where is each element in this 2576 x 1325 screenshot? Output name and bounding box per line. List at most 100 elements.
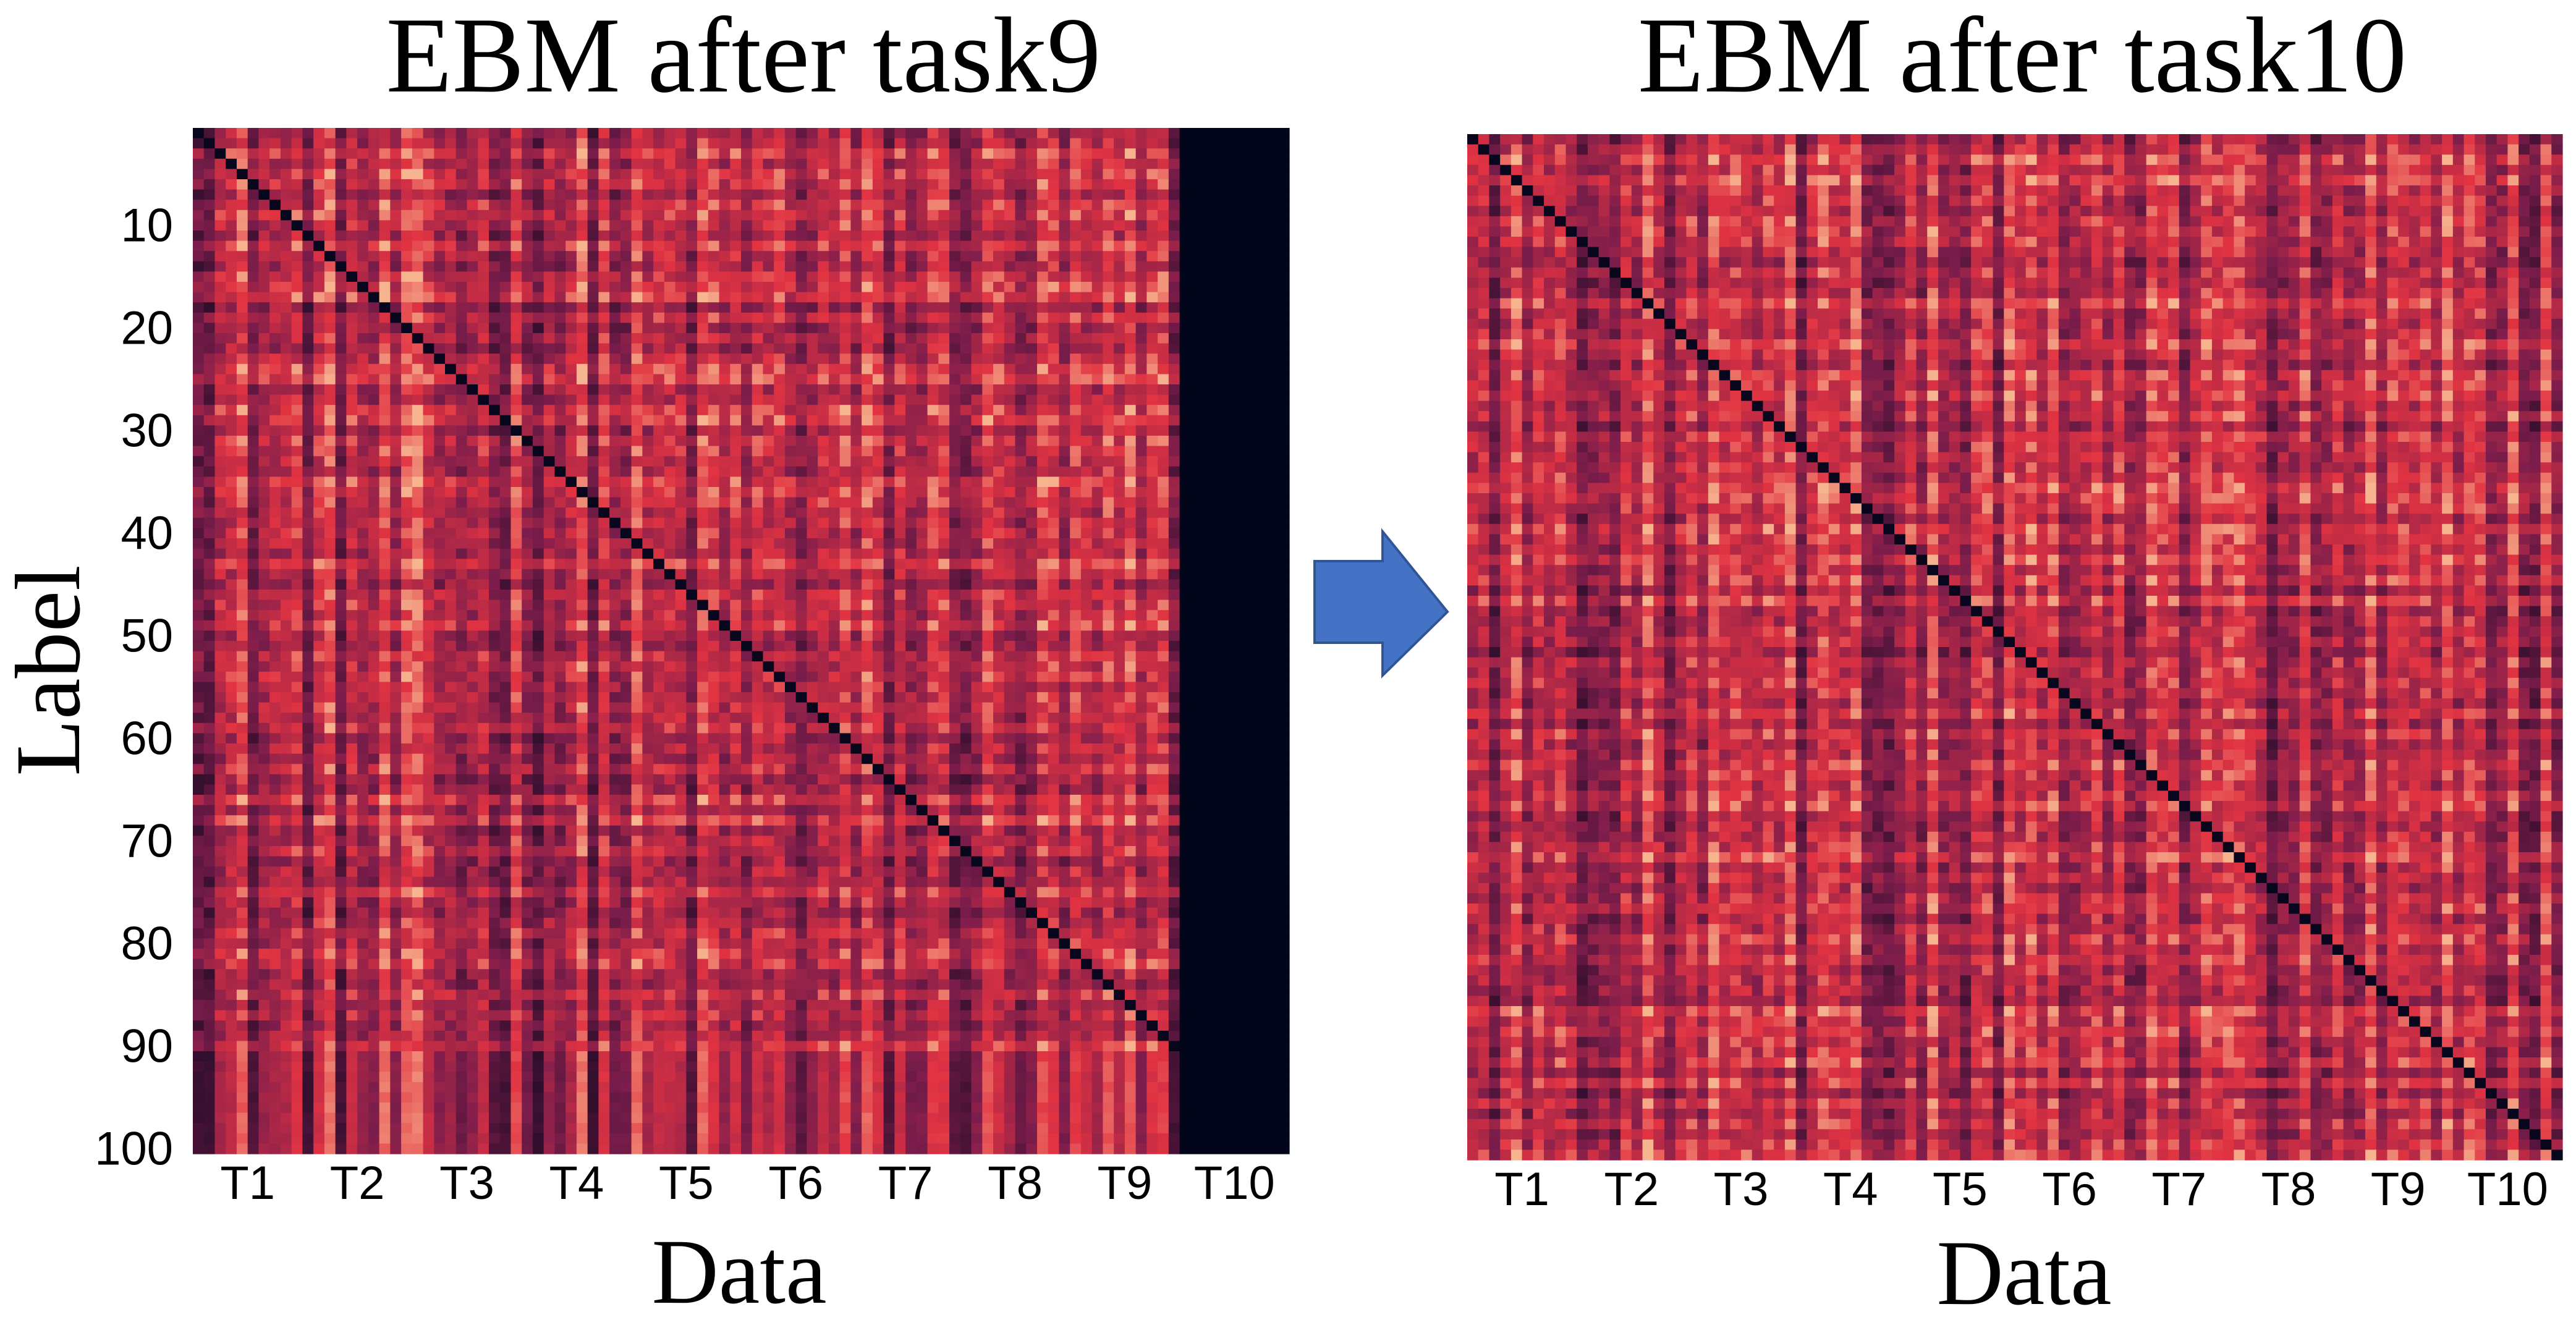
heatmap-cell — [1224, 436, 1235, 446]
heatmap-cell — [1092, 487, 1103, 497]
heatmap-cell — [302, 148, 313, 159]
heatmap-cell — [1190, 169, 1201, 179]
heatmap-cell — [434, 384, 445, 395]
heatmap-cell — [905, 538, 917, 549]
heatmap-cell — [1136, 313, 1147, 323]
heatmap-cell — [917, 261, 928, 272]
heatmap-cell — [850, 179, 862, 190]
heatmap-cell — [368, 292, 379, 303]
heatmap-cell — [1092, 446, 1103, 457]
heatmap-cell — [928, 190, 939, 200]
heatmap-cell — [796, 251, 807, 261]
heatmap-cell — [478, 313, 489, 323]
heatmap-cell — [1190, 231, 1201, 241]
heatmap-cell — [598, 507, 609, 518]
heatmap-cell — [1169, 528, 1180, 538]
heatmap-cell — [1026, 518, 1037, 528]
heatmap-cell — [752, 220, 763, 231]
heatmap-cell — [456, 425, 467, 436]
heatmap-cell — [357, 261, 368, 272]
heatmap-cell — [401, 620, 412, 631]
heatmap-cell — [269, 241, 281, 252]
heatmap-cell — [1278, 353, 1289, 364]
heatmap-cell — [598, 549, 609, 559]
heatmap-cell — [544, 384, 555, 395]
heatmap-cell — [1092, 405, 1103, 415]
heatmap-cell — [730, 518, 741, 528]
heatmap-cell — [1158, 630, 1169, 641]
heatmap-cell — [258, 507, 269, 518]
heatmap-cell — [664, 549, 676, 559]
heatmap-cell — [993, 487, 1004, 497]
heatmap-cell — [445, 220, 456, 231]
heatmap-cell — [829, 395, 840, 405]
heatmap-cell — [1224, 353, 1235, 364]
heatmap-cell — [862, 271, 873, 282]
heatmap-cell — [1125, 538, 1136, 549]
heatmap-cell — [686, 507, 697, 518]
heatmap-cell — [1059, 364, 1070, 375]
heatmap-cell — [1180, 148, 1191, 159]
heatmap-cell — [598, 231, 609, 241]
heatmap-cell — [313, 148, 324, 159]
heatmap-cell — [1278, 323, 1289, 333]
heatmap-cell — [467, 569, 478, 580]
heatmap-cell — [1256, 353, 1268, 364]
heatmap-cell — [390, 538, 401, 549]
heatmap-cell — [850, 620, 862, 631]
heatmap-cell — [1190, 569, 1201, 580]
heatmap-cell — [972, 210, 983, 221]
heatmap-cell — [949, 630, 960, 641]
heatmap-cell — [884, 528, 895, 538]
heatmap-cell — [1004, 231, 1015, 241]
heatmap-cell — [434, 620, 445, 631]
heatmap-cell — [1224, 569, 1235, 580]
heatmap-cell — [1256, 549, 1268, 559]
heatmap-cell — [982, 610, 993, 620]
heatmap-cell — [621, 579, 632, 590]
heatmap-cell — [894, 507, 905, 518]
heatmap-cell — [1245, 415, 1256, 426]
heatmap-cell — [533, 344, 544, 354]
heatmap-cell — [588, 231, 599, 241]
heatmap-cell — [1037, 590, 1048, 600]
heatmap-cell — [302, 415, 313, 426]
heatmap-cell — [434, 282, 445, 292]
heatmap-cell — [1125, 323, 1136, 333]
heatmap-cell — [697, 630, 708, 641]
heatmap-cell — [1146, 620, 1158, 631]
heatmap-cell — [1103, 436, 1114, 446]
heatmap-cell — [1103, 446, 1114, 457]
heatmap-cell — [1136, 415, 1147, 426]
heatmap-cell — [598, 518, 609, 528]
heatmap-cell — [467, 138, 478, 149]
heatmap-cell — [281, 302, 292, 313]
heatmap-cell — [894, 528, 905, 538]
heatmap-cell — [741, 261, 752, 272]
heatmap-cell — [204, 559, 215, 569]
heatmap-cell — [500, 590, 511, 600]
heatmap-cell — [1245, 159, 1256, 169]
heatmap-cell — [1015, 538, 1027, 549]
heatmap-cell — [719, 292, 731, 303]
heatmap-cell — [456, 261, 467, 272]
heatmap-cell — [1234, 590, 1245, 600]
heatmap-cell — [1026, 487, 1037, 497]
heatmap-cell — [850, 405, 862, 415]
heatmap-cell — [292, 190, 303, 200]
heatmap-cell — [1201, 251, 1213, 261]
heatmap-cell — [445, 353, 456, 364]
heatmap-cell — [1169, 538, 1180, 549]
heatmap-cell — [829, 579, 840, 590]
heatmap-cell — [281, 138, 292, 149]
heatmap-cell — [1048, 436, 1059, 446]
heatmap-cell — [1103, 292, 1114, 303]
heatmap-cell — [609, 323, 621, 333]
heatmap-cell — [434, 446, 445, 457]
heatmap-cell — [1015, 620, 1027, 631]
heatmap-cell — [840, 569, 851, 580]
heatmap-cell — [1125, 487, 1136, 497]
heatmap-cell — [456, 395, 467, 405]
heatmap-cell — [588, 292, 599, 303]
heatmap-cell — [566, 271, 577, 282]
